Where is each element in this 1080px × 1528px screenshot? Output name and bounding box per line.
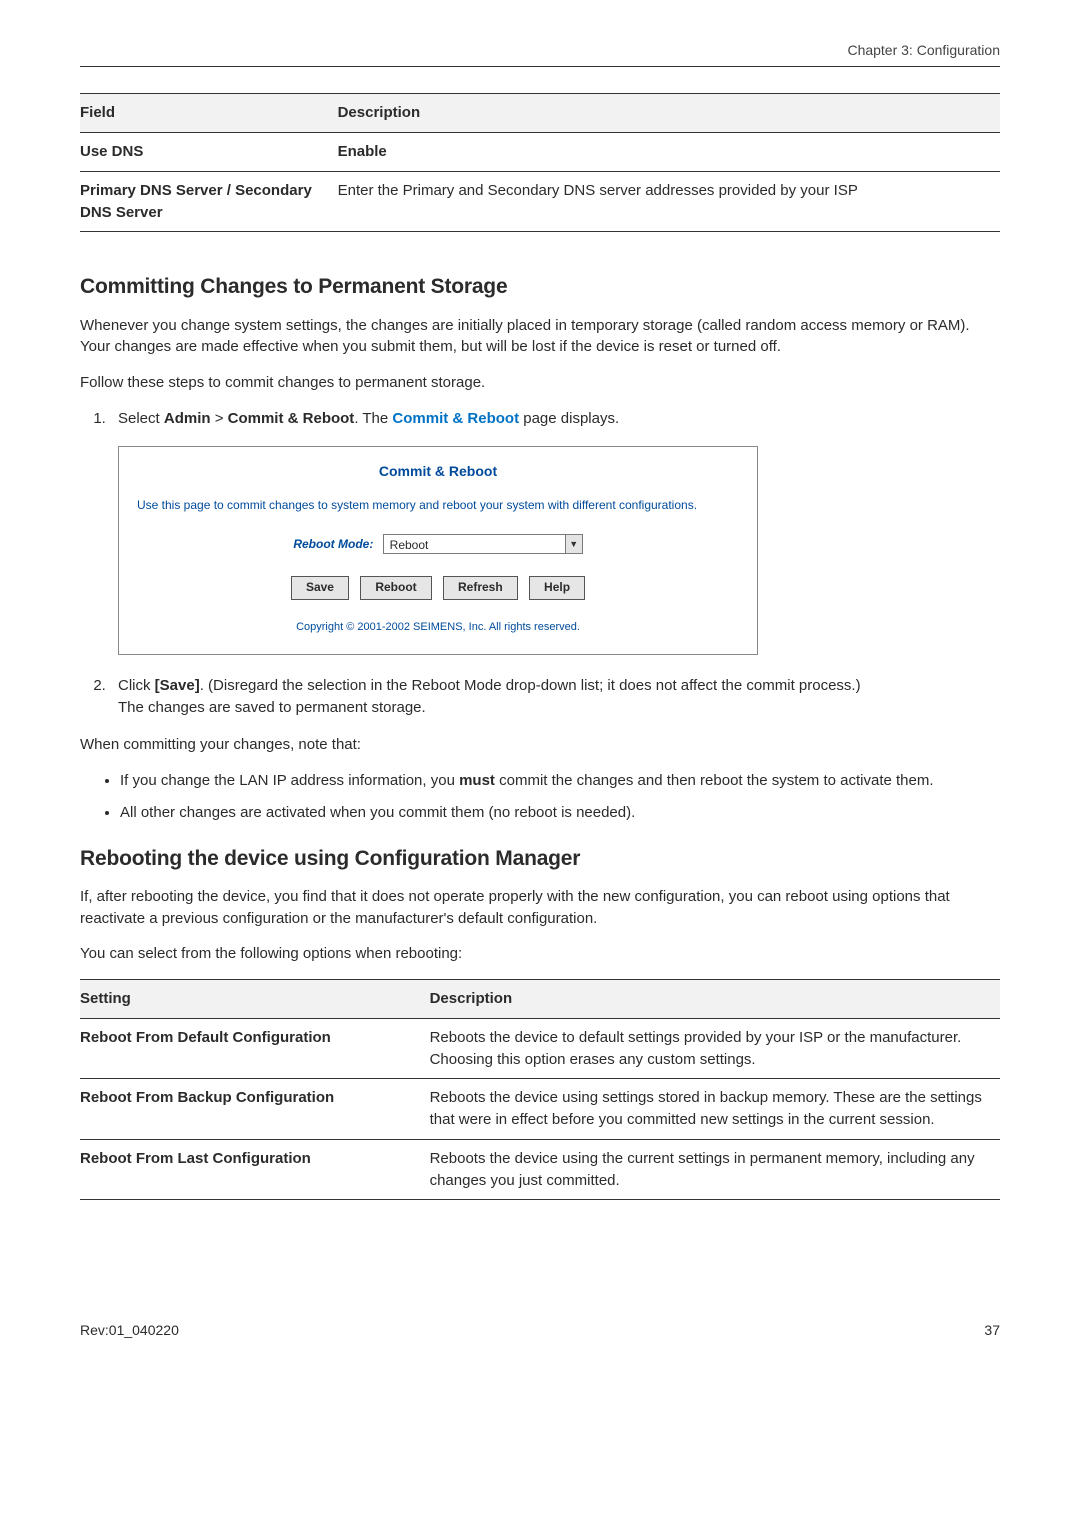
committing-heading: Committing Changes to Permanent Storage	[80, 272, 1000, 302]
reboot-settings-table: Setting Description Reboot From Default …	[80, 979, 1000, 1200]
screenshot-copyright: Copyright © 2001-2002 SEIMENS, Inc. All …	[137, 620, 739, 636]
footer-rev: Rev:01_040220	[80, 1320, 179, 1340]
list-item: All other changes are activated when you…	[120, 802, 1000, 824]
table-row: Primary DNS Server / Secondary DNS Serve…	[80, 171, 1000, 232]
text: If you change the LAN IP address informa…	[120, 772, 459, 789]
cell: Reboot From Backup Configuration	[80, 1079, 430, 1140]
cell: Enable	[338, 143, 387, 160]
text: The changes are saved to permanent stora…	[118, 699, 426, 716]
cell: Reboot From Last Configuration	[80, 1139, 430, 1200]
refresh-button[interactable]: Refresh	[443, 576, 518, 599]
cell: Enter the Primary and Secondary DNS serv…	[338, 182, 858, 199]
notes-list: If you change the LAN IP address informa…	[80, 770, 1000, 824]
save-label: [Save]	[155, 677, 200, 694]
table-row: Reboot From Backup Configuration Reboots…	[80, 1079, 1000, 1140]
save-button[interactable]: Save	[291, 576, 349, 599]
text: >	[211, 410, 228, 427]
step-2: Click [Save]. (Disregard the selection i…	[110, 675, 1000, 719]
steps-list: Select Admin > Commit & Reboot. The Comm…	[80, 408, 1000, 430]
step-1: Select Admin > Commit & Reboot. The Comm…	[110, 408, 1000, 430]
cell: Reboots the device using settings stored…	[430, 1079, 1000, 1140]
text: commit the changes and then reboot the s…	[495, 772, 934, 789]
text: page displays.	[519, 410, 619, 427]
steps-list-cont: Click [Save]. (Disregard the selection i…	[80, 675, 1000, 719]
cell: Use DNS	[80, 143, 143, 160]
list-item: If you change the LAN IP address informa…	[120, 770, 1000, 792]
rebooting-heading: Rebooting the device using Configuration…	[80, 844, 1000, 874]
chapter-label: Chapter 3: Configuration	[80, 40, 1000, 60]
paragraph: Whenever you change system settings, the…	[80, 315, 1000, 359]
commit-reboot-screenshot: Commit & Reboot Use this page to commit …	[118, 446, 758, 655]
screenshot-button-row: Save Reboot Refresh Help	[137, 576, 739, 599]
chevron-down-icon[interactable]: ▼	[565, 535, 582, 553]
paragraph: You can select from the following option…	[80, 943, 1000, 965]
reboot-mode-row: Reboot Mode: Reboot ▼	[137, 534, 739, 554]
field-header: Field	[80, 94, 338, 133]
cell: Reboots the device using the current set…	[430, 1139, 1000, 1200]
text: . The	[354, 410, 392, 427]
help-button[interactable]: Help	[529, 576, 585, 599]
paragraph: Follow these steps to commit changes to …	[80, 372, 1000, 394]
commit-reboot-link: Commit & Reboot	[392, 410, 519, 427]
reboot-mode-select[interactable]: Reboot ▼	[383, 534, 583, 554]
text: . (Disregard the selection in the Reboot…	[200, 677, 861, 694]
top-rule	[80, 66, 1000, 67]
footer-page-number: 37	[984, 1320, 1000, 1340]
reboot-button[interactable]: Reboot	[360, 576, 431, 599]
cell: Reboot From Default Configuration	[80, 1018, 430, 1079]
table-row: Reboot From Default Configuration Reboot…	[80, 1018, 1000, 1079]
page-footer: Rev:01_040220 37	[80, 1320, 1000, 1340]
cell: Reboots the device to default settings p…	[430, 1018, 1000, 1079]
table-row: Use DNS Enable	[80, 133, 1000, 172]
table-row: Reboot From Last Configuration Reboots t…	[80, 1139, 1000, 1200]
must-label: must	[459, 772, 495, 789]
text: Click	[118, 677, 155, 694]
field-description-table: Field Description Use DNS Enable Primary…	[80, 93, 1000, 232]
text: Select	[118, 410, 164, 427]
reboot-mode-label: Reboot Mode:	[293, 536, 373, 553]
screenshot-title: Commit & Reboot	[137, 461, 739, 481]
screenshot-instruction: Use this page to commit changes to syste…	[137, 497, 739, 514]
description-header: Description	[338, 94, 1000, 133]
description-header: Description	[430, 980, 1000, 1019]
commit-reboot-label: Commit & Reboot	[228, 410, 355, 427]
setting-header: Setting	[80, 980, 430, 1019]
reboot-mode-value: Reboot	[384, 535, 435, 556]
admin-label: Admin	[164, 410, 211, 427]
paragraph: When committing your changes, note that:	[80, 734, 1000, 756]
cell: Primary DNS Server / Secondary DNS Serve…	[80, 182, 312, 221]
paragraph: If, after rebooting the device, you find…	[80, 886, 1000, 930]
